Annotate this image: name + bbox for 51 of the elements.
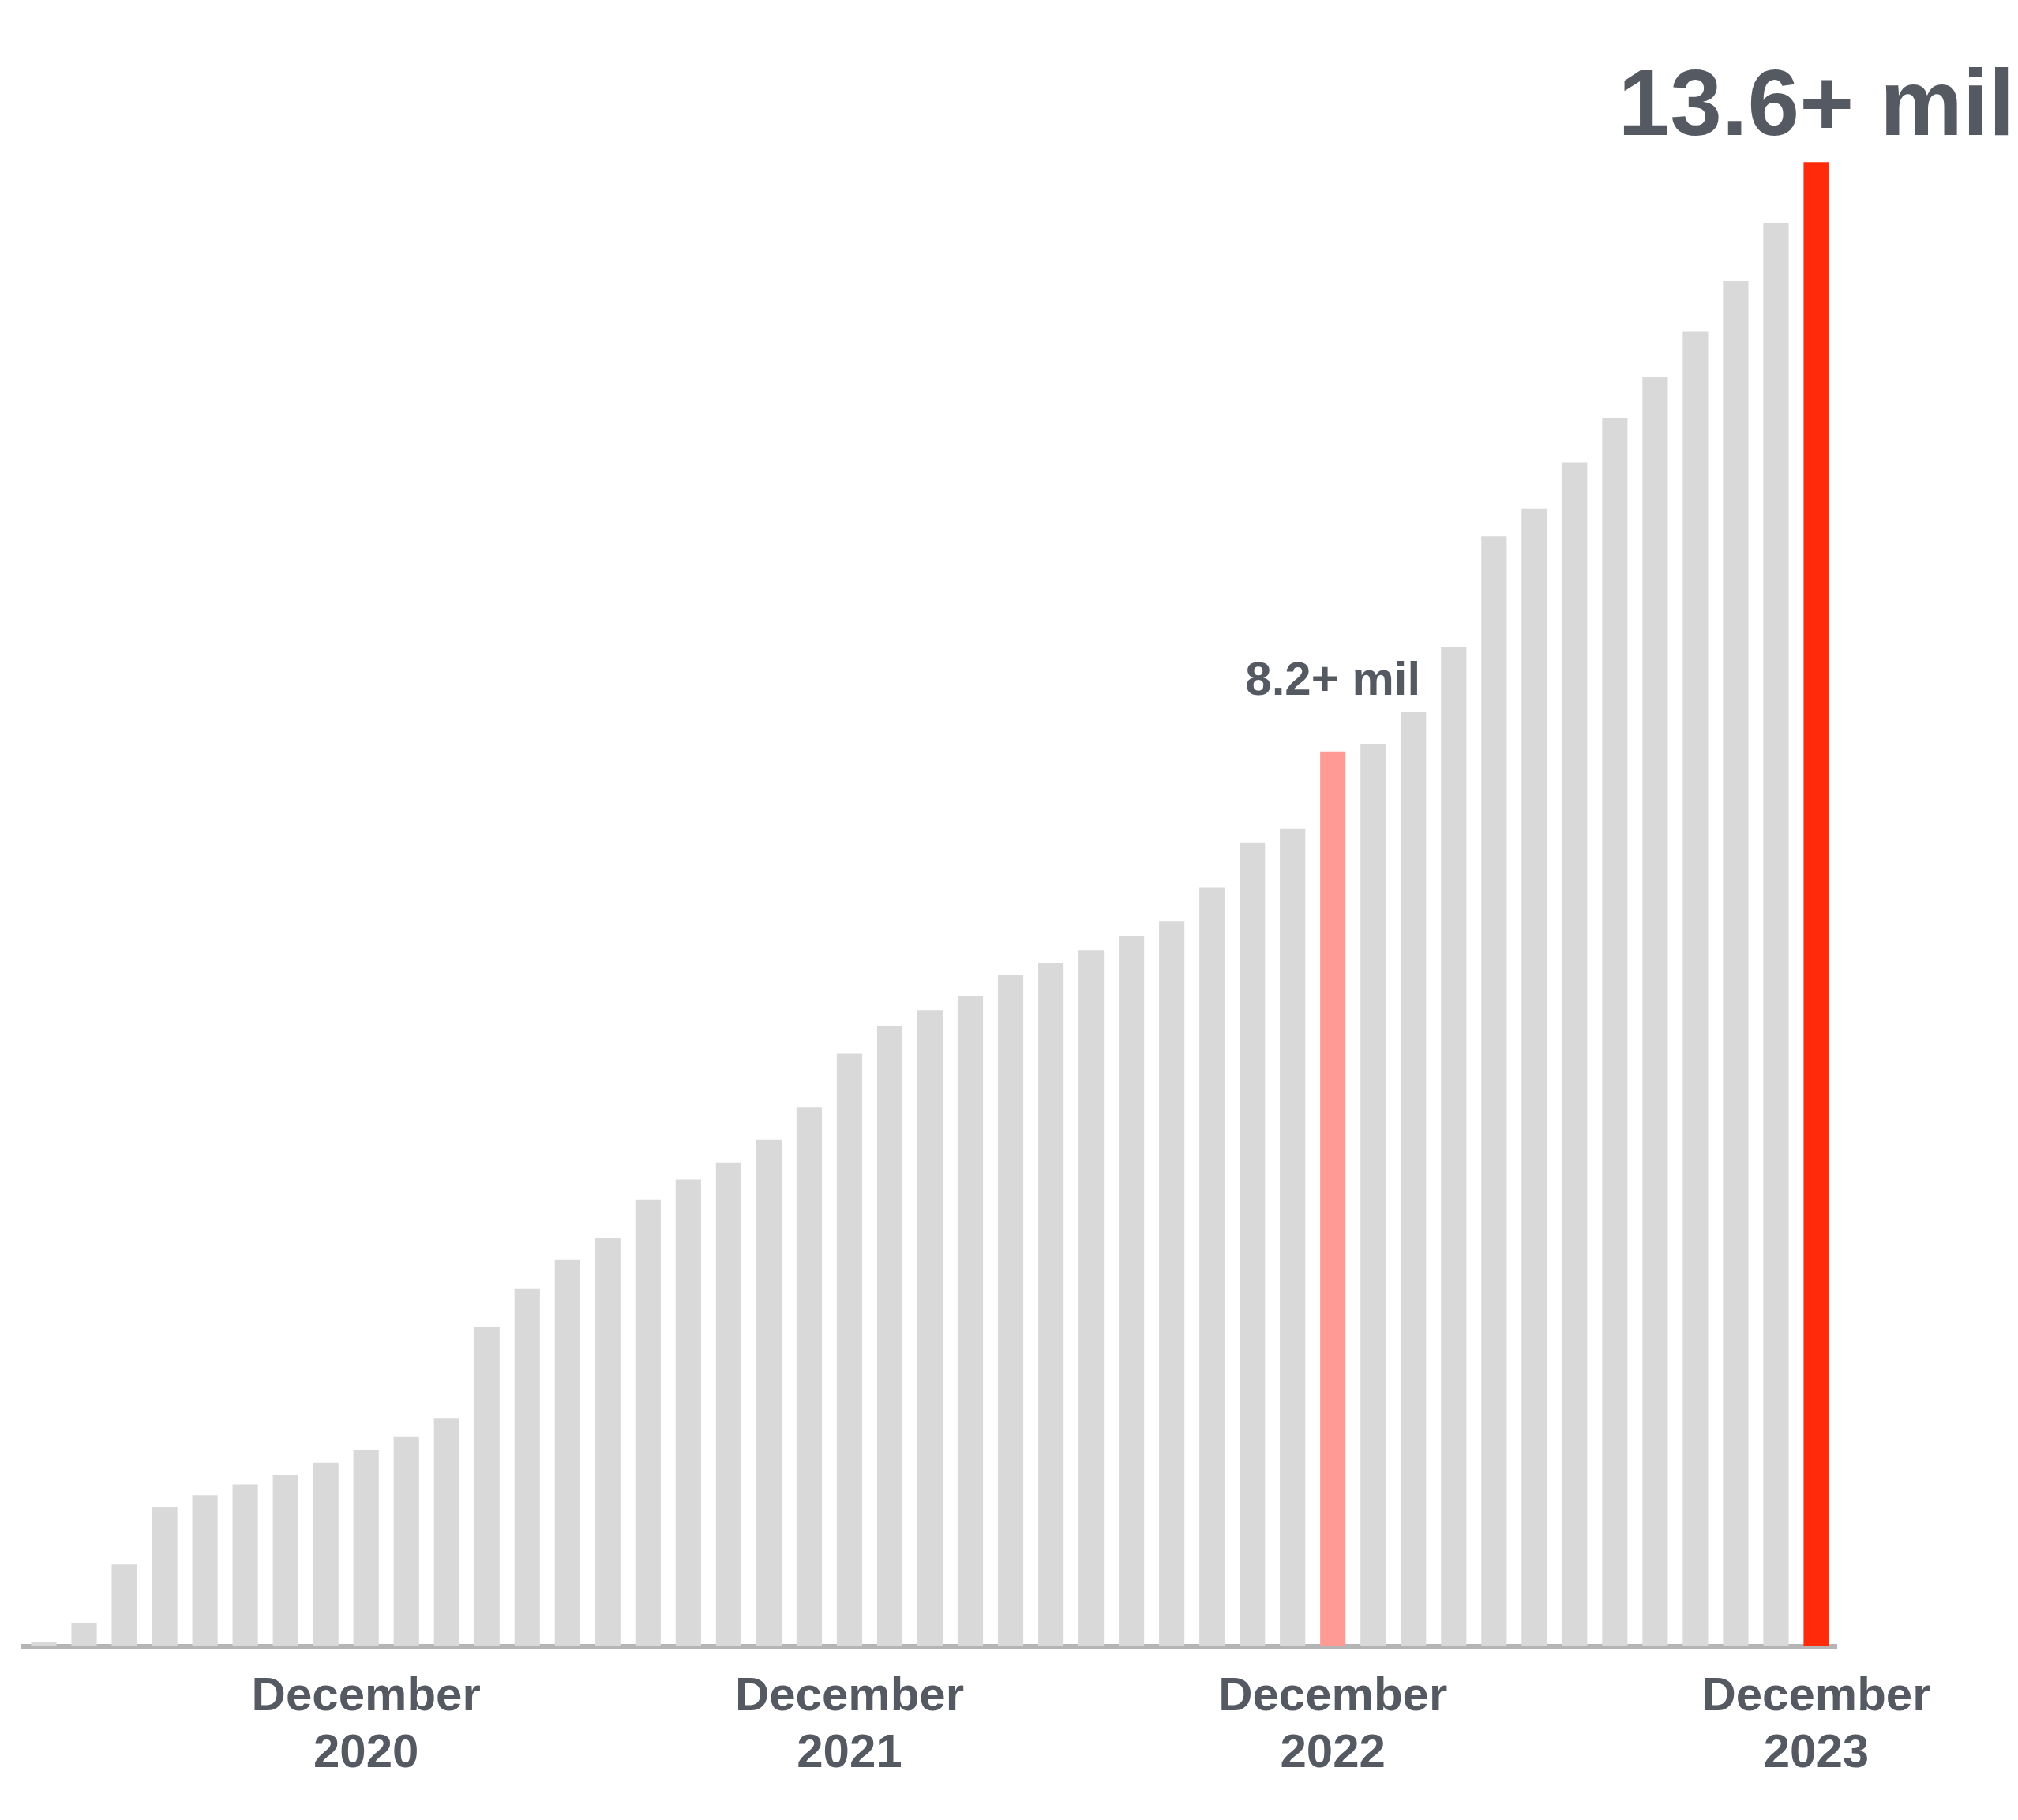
bar — [1521, 508, 1547, 1646]
x-tick-label: December 2020 — [251, 1667, 481, 1777]
bar — [232, 1484, 258, 1646]
bar — [474, 1327, 500, 1646]
bar — [715, 1162, 741, 1646]
bar — [756, 1139, 782, 1646]
data-label: 13.6+ mil — [1618, 50, 2015, 155]
bar — [1803, 162, 1829, 1646]
bar — [1682, 331, 1709, 1646]
bar — [1642, 377, 1668, 1646]
bar — [675, 1179, 701, 1646]
bar — [836, 1053, 863, 1646]
bar — [1441, 646, 1467, 1646]
bar — [393, 1436, 419, 1646]
bar — [433, 1418, 459, 1646]
bar — [71, 1623, 97, 1646]
bar — [111, 1564, 137, 1646]
bar — [152, 1507, 178, 1646]
bar — [957, 996, 984, 1646]
bar — [272, 1475, 298, 1646]
data-label: 8.2+ mil — [1245, 652, 1421, 706]
bar — [353, 1450, 379, 1646]
bar — [1401, 711, 1427, 1646]
bar — [635, 1199, 661, 1646]
bar — [1562, 462, 1588, 1646]
bar — [1723, 280, 1749, 1646]
bar — [1078, 950, 1105, 1646]
bar — [1199, 887, 1225, 1646]
bar — [31, 1642, 57, 1646]
bar — [1763, 223, 1789, 1646]
bar — [313, 1462, 339, 1646]
bar — [192, 1495, 218, 1646]
bar — [1159, 921, 1185, 1646]
bar — [514, 1288, 540, 1646]
x-tick-label: December 2023 — [1701, 1667, 1931, 1777]
bar — [1038, 963, 1064, 1646]
bar — [1320, 751, 1346, 1646]
bar — [595, 1238, 621, 1646]
bar — [554, 1259, 580, 1646]
bar — [1240, 842, 1266, 1646]
bar — [1481, 536, 1507, 1646]
x-tick-label: December 2022 — [1218, 1667, 1448, 1777]
bar — [796, 1107, 823, 1646]
bar — [1280, 828, 1306, 1646]
bar — [917, 1010, 943, 1646]
bar — [1119, 936, 1145, 1646]
bar — [1360, 743, 1386, 1646]
bar — [876, 1026, 903, 1646]
x-tick-label: December 2021 — [734, 1667, 965, 1777]
bar — [997, 974, 1024, 1646]
bar — [1602, 418, 1628, 1646]
